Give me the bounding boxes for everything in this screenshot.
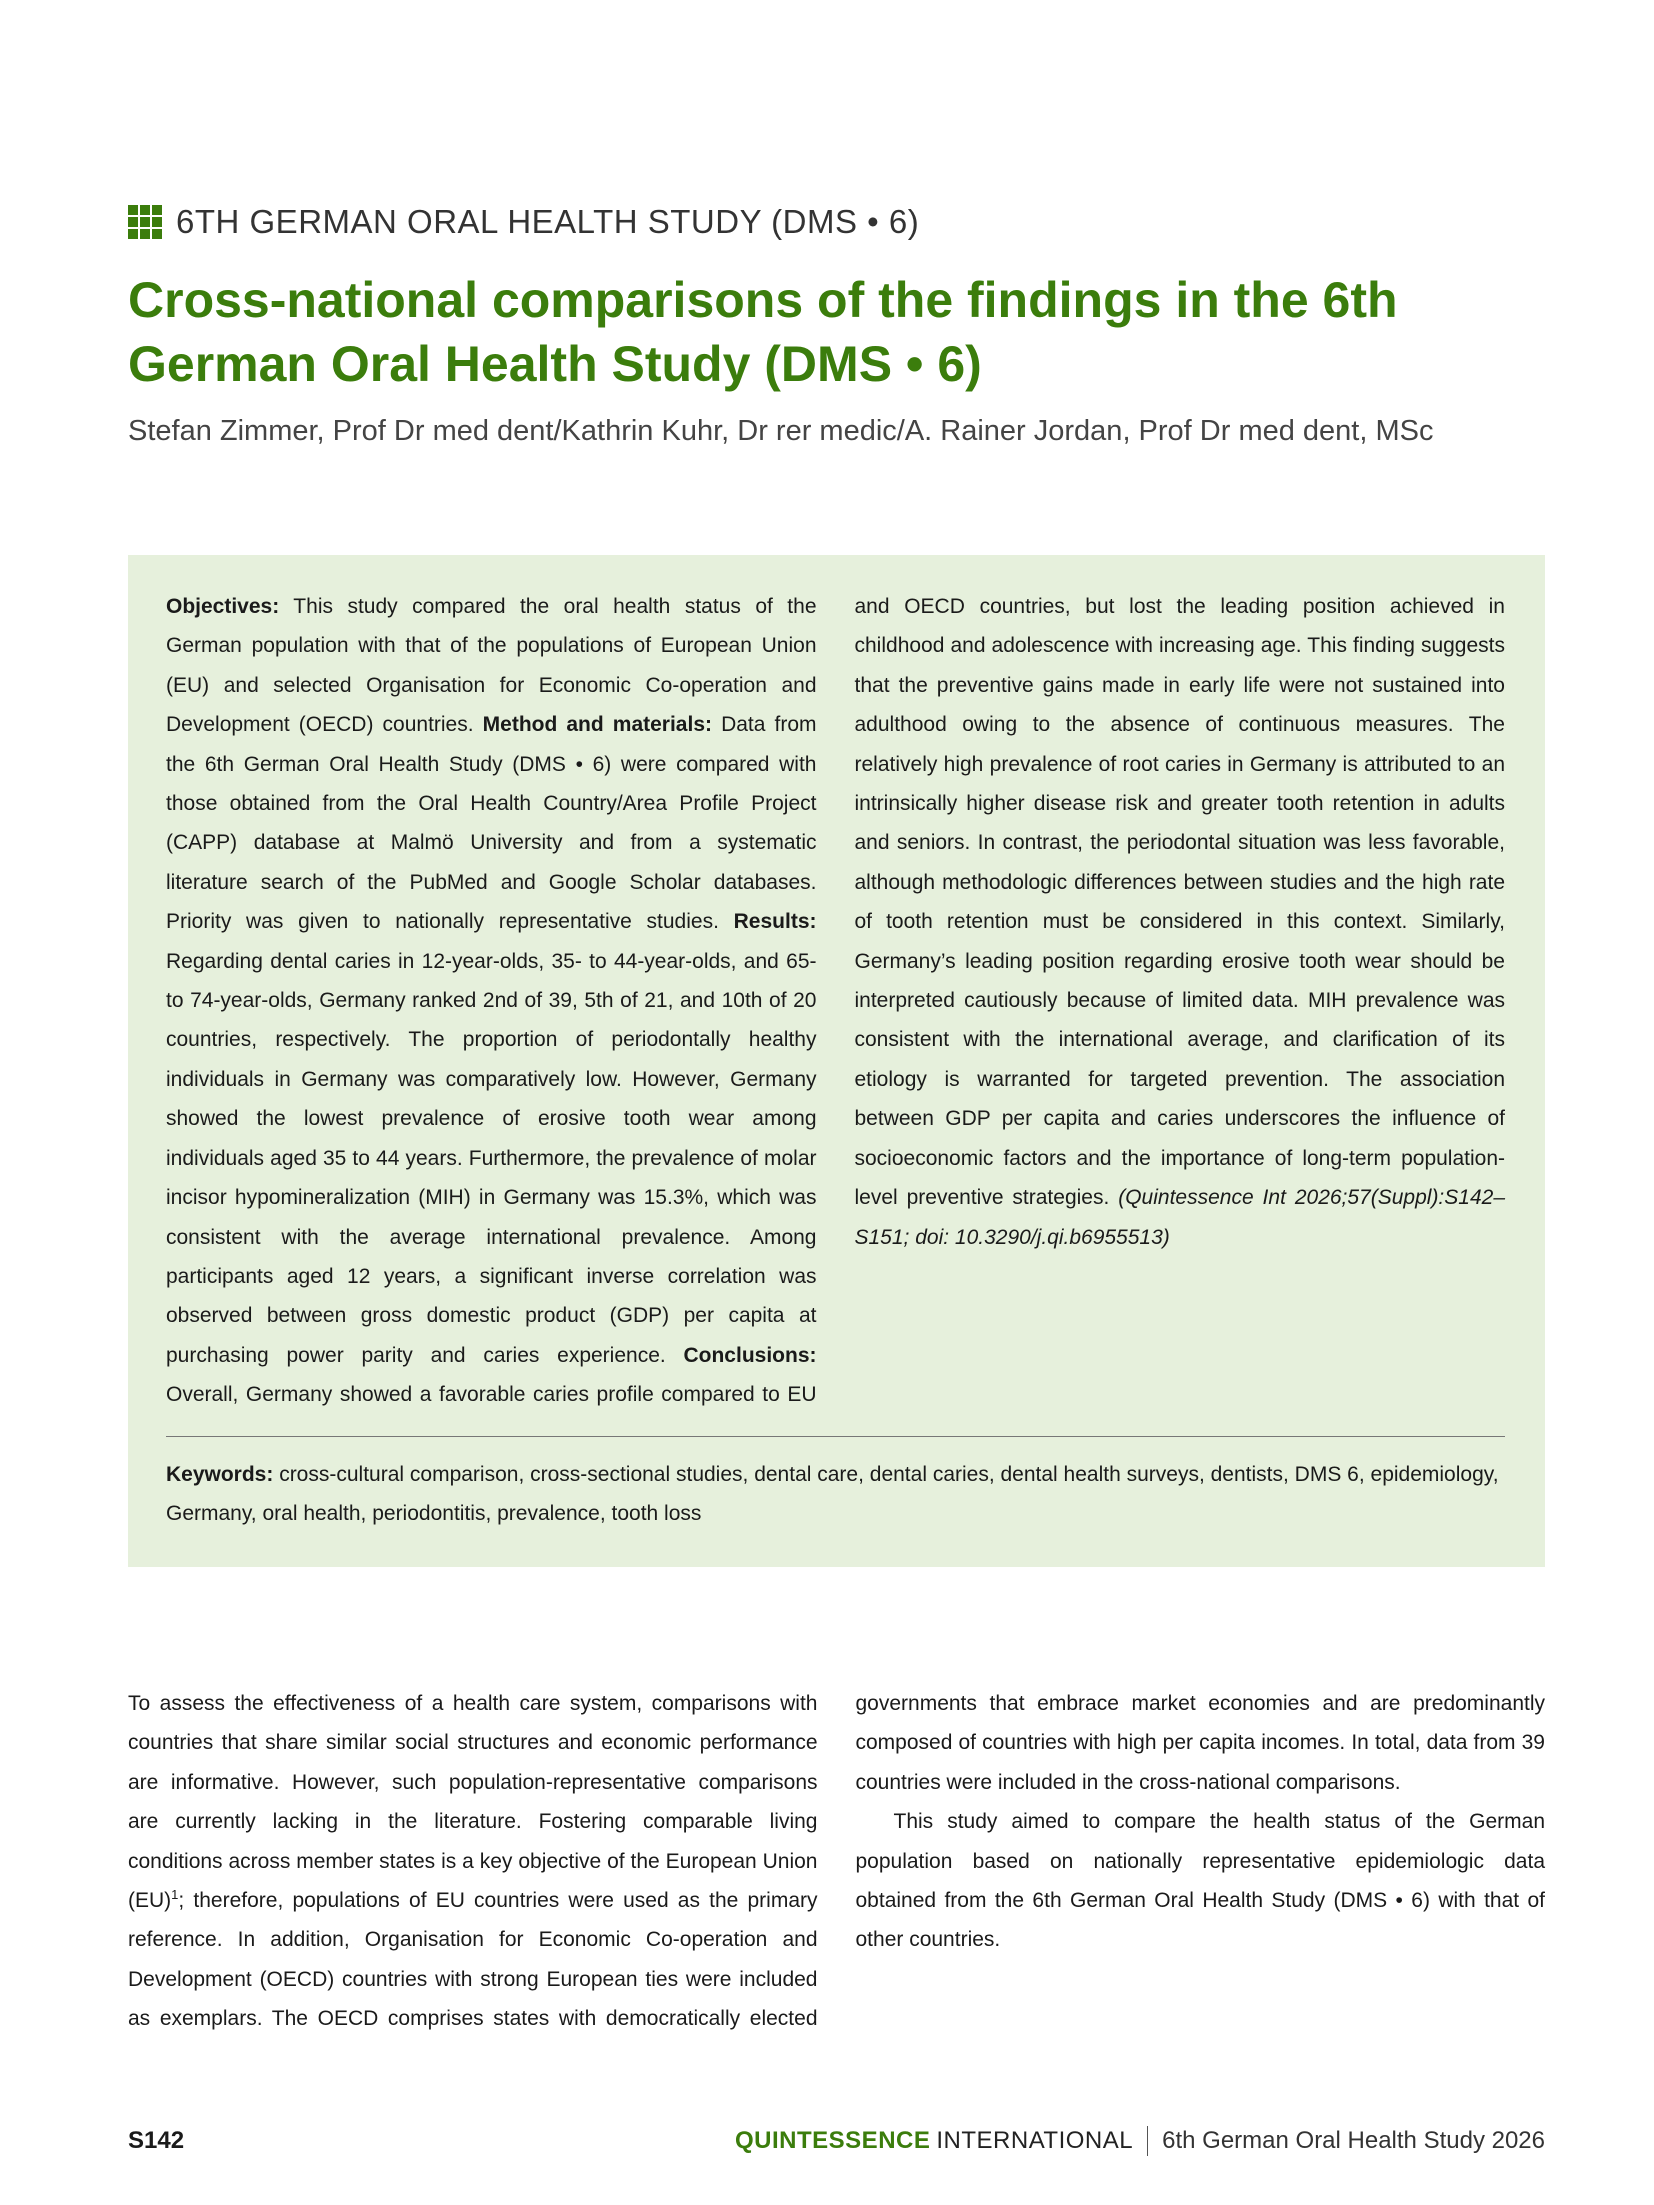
page-footer: S142 QUINTESSENCE INTERNATIONAL 6th Germ… [128, 2124, 1545, 2158]
kicker-text: 6TH GERMAN ORAL HEALTH STUDY (DMS • 6) [176, 203, 920, 240]
page-number: S142 [128, 2127, 185, 2154]
methods-text: Data from the 6th German Oral Health Stu… [166, 713, 817, 934]
separator [1147, 2126, 1149, 2156]
section-kicker: 6TH GERMAN ORAL HEALTH STUDY (DMS • 6) [128, 203, 919, 241]
grid-squares-icon [128, 205, 162, 239]
authors: Stefan Zimmer, Prof Dr med dent/Kathrin … [128, 415, 1434, 447]
paragraph: To assess the effectiveness of a health … [128, 1684, 1545, 2044]
body-text: To assess the effectiveness of a health … [128, 1684, 1545, 2044]
keywords-label: Keywords: [166, 1463, 274, 1486]
paragraph-text: To assess the effectiveness of a health … [128, 1692, 818, 1913]
conclusions-label: Conclusions: [683, 1343, 817, 1367]
divider [166, 1436, 1505, 1437]
brand-logo: QUINTESSENCE [735, 2127, 931, 2154]
objectives-text: This study compared the oral health stat… [166, 595, 817, 737]
brand-logo-suffix: INTERNATIONAL [936, 2127, 1134, 2154]
abstract-text: Objectives: This study compared the oral… [166, 587, 1505, 1417]
abstract-box: Objectives: This study compared the oral… [128, 555, 1545, 1567]
paragraph: This study aimed to compare the health s… [855, 1810, 1546, 1952]
conclusions-text: Overall, Germany showed a favorable cari… [166, 595, 1505, 1407]
paragraph-text: ; therefore, populations of EU countries… [128, 1692, 1545, 2031]
results-label: Results: [733, 910, 817, 934]
reference-link[interactable]: 1 [171, 1887, 179, 1903]
citation: (Quintessence Int 2026;57(Suppl):S142–S1… [854, 1186, 1506, 1249]
article-title: Cross-national comparisons of the findin… [128, 272, 1398, 392]
journal-issue: 6th German Oral Health Study 2026 [1162, 2127, 1545, 2154]
objectives-label: Objectives: [166, 595, 280, 618]
journal-info: QUINTESSENCE INTERNATIONAL 6th German Or… [735, 2126, 1545, 2156]
results-text: Regarding dental caries in 12-year-olds,… [166, 949, 817, 1367]
keywords-text: cross-cultural comparison, cross-section… [166, 1463, 1499, 1526]
methods-label: Method and materials: [482, 713, 712, 737]
keywords: Keywords: cross-cultural comparison, cro… [166, 1455, 1505, 1534]
